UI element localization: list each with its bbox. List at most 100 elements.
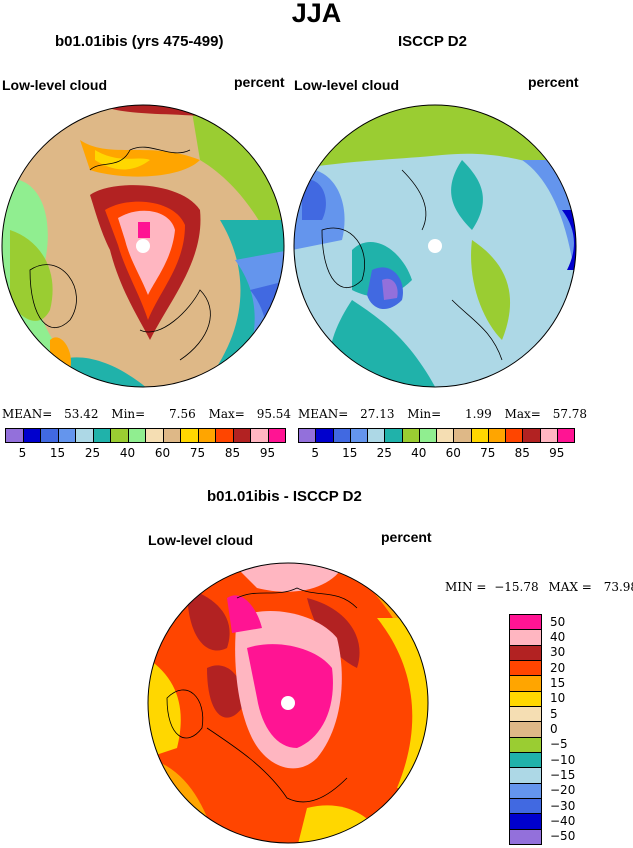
left-colorbar-swatch	[127, 428, 146, 443]
diff-panel-title: b01.01ibis - ISCCP D2	[207, 488, 362, 505]
diff-colorbar-tick-label: 30	[550, 645, 566, 660]
diff-colorbar-ticks: 50 40 30 20 15 10 5 0 −5 −10 −15 −20 −30 −40 −50	[550, 614, 610, 844]
diff-colorbar-tick-label: 40	[550, 630, 566, 644]
right-colorbar-swatch	[436, 428, 455, 443]
right-stats: MEAN= 27.13 Min= 1.99 Max= 57.78	[298, 407, 587, 421]
left-colorbar-ticks: 5 15 25 40 60 75 85 95	[5, 446, 285, 462]
left-colorbar-swatch	[162, 428, 181, 443]
left-colorbar-swatch	[232, 428, 251, 443]
left-mean-label: MEAN=	[2, 407, 53, 421]
diff-stats: MIN = −15.78 MAX = 73.98	[445, 580, 633, 594]
left-colorbar-swatch	[215, 428, 234, 443]
diff-colorbar-tick-label: 0	[550, 722, 558, 736]
left-colorbar-swatch	[92, 428, 111, 443]
diff-min-value: −15.78	[494, 580, 539, 594]
right-colorbar-tick-label: 40	[411, 446, 427, 460]
right-polar-map	[293, 104, 577, 388]
diff-colorbar-swatch	[509, 752, 542, 769]
right-colorbar-ticks: 5 15 25 40 60 75 85 95	[298, 446, 574, 462]
diff-colorbar-swatch	[509, 614, 542, 631]
left-colorbar-swatch	[57, 428, 76, 443]
diff-panel-variable: Low-level cloud	[148, 532, 254, 548]
left-min-label: Min=	[111, 407, 146, 421]
right-colorbar-swatch	[332, 428, 351, 443]
right-max-value: 57.78	[552, 407, 588, 421]
diff-colorbar	[509, 614, 542, 845]
diff-colorbar-swatch	[509, 767, 542, 784]
right-panel-variable: Low-level cloud	[294, 77, 400, 93]
diff-colorbar-tick-label: 5	[550, 706, 558, 721]
right-colorbar-swatch	[367, 428, 386, 443]
diff-colorbar-swatch	[509, 736, 542, 753]
diff-colorbar-tick-label: −50	[550, 829, 576, 844]
left-panel-units: percent	[234, 74, 285, 90]
left-max-value: 95.54	[256, 407, 292, 421]
diff-colorbar-swatch	[509, 828, 542, 845]
left-colorbar	[5, 428, 286, 443]
diff-colorbar-swatch	[509, 798, 542, 815]
left-colorbar-swatch	[197, 428, 216, 443]
diff-colorbar-tick-label: −10	[550, 752, 576, 767]
diff-min-label: MIN =	[445, 580, 487, 594]
diff-colorbar-tick-label: 10	[550, 691, 566, 706]
left-polar-map	[1, 104, 285, 388]
right-colorbar-swatch	[384, 428, 403, 443]
left-colorbar-swatch	[40, 428, 59, 443]
diff-colorbar-tick-label: 50	[550, 614, 566, 629]
right-colorbar	[298, 428, 575, 443]
right-colorbar-swatch	[401, 428, 420, 443]
diff-colorbar-swatch	[509, 690, 542, 707]
diff-colorbar-swatch	[509, 644, 542, 661]
left-colorbar-swatch	[267, 428, 286, 443]
diff-colorbar-swatch	[509, 706, 542, 723]
diff-colorbar-swatch	[509, 813, 542, 830]
diff-polar-map	[147, 562, 429, 844]
right-colorbar-tick-label: 75	[480, 446, 496, 460]
diff-colorbar-tick-label: −20	[550, 783, 576, 798]
left-colorbar-swatch	[145, 428, 164, 443]
diff-colorbar-tick-label: 20	[550, 660, 566, 675]
left-panel-title: b01.01ibis (yrs 475-499)	[55, 33, 224, 50]
right-colorbar-tick-label: 85	[514, 446, 530, 460]
diff-colorbar-tick-label: −15	[550, 768, 576, 782]
right-min-label: Min=	[407, 407, 442, 421]
left-colorbar-swatch	[250, 428, 269, 443]
diff-colorbar-tick-label: −5	[550, 737, 568, 752]
left-colorbar-tick-label: 15	[49, 446, 66, 460]
left-stats: MEAN= 53.42 Min= 7.56 Max= 95.54	[2, 407, 291, 421]
right-colorbar-swatch	[522, 428, 541, 443]
right-colorbar-swatch	[418, 428, 437, 443]
diff-colorbar-swatch	[509, 629, 542, 646]
right-colorbar-tick-label: 15	[342, 446, 358, 460]
left-colorbar-swatch	[5, 428, 24, 443]
right-colorbar-tick-label: 95	[549, 446, 565, 460]
right-colorbar-tick-label: 5	[311, 446, 320, 460]
right-colorbar-swatch	[487, 428, 506, 443]
left-colorbar-tick-label: 95	[259, 446, 276, 460]
diff-max-value: 73.98	[603, 580, 633, 594]
left-colorbar-swatch	[180, 428, 199, 443]
left-mean-value: 53.42	[64, 407, 99, 421]
right-colorbar-swatch	[556, 428, 575, 443]
left-colorbar-tick-label: 5	[18, 446, 27, 460]
right-colorbar-swatch	[453, 428, 472, 443]
left-colorbar-tick-label: 40	[119, 446, 136, 460]
right-mean-value: 27.13	[360, 407, 395, 421]
right-colorbar-swatch	[505, 428, 524, 443]
diff-colorbar-swatch	[509, 721, 542, 738]
right-colorbar-tick-label: 60	[445, 446, 461, 460]
right-colorbar-swatch	[315, 428, 334, 443]
right-colorbar-swatch	[349, 428, 368, 443]
left-colorbar-swatch	[22, 428, 41, 443]
right-mean-label: MEAN=	[298, 407, 349, 421]
diff-colorbar-tick-label: −40	[550, 814, 576, 828]
left-colorbar-tick-label: 60	[154, 446, 171, 460]
right-colorbar-swatch	[539, 428, 558, 443]
diff-colorbar-tick-label: −30	[550, 798, 576, 813]
diff-max-label: MAX =	[548, 580, 592, 594]
left-colorbar-tick-label: 25	[84, 446, 101, 460]
right-colorbar-tick-label: 25	[376, 446, 392, 460]
diff-colorbar-swatch	[509, 782, 542, 799]
right-colorbar-swatch	[298, 428, 317, 443]
left-colorbar-tick-label: 85	[224, 446, 241, 460]
